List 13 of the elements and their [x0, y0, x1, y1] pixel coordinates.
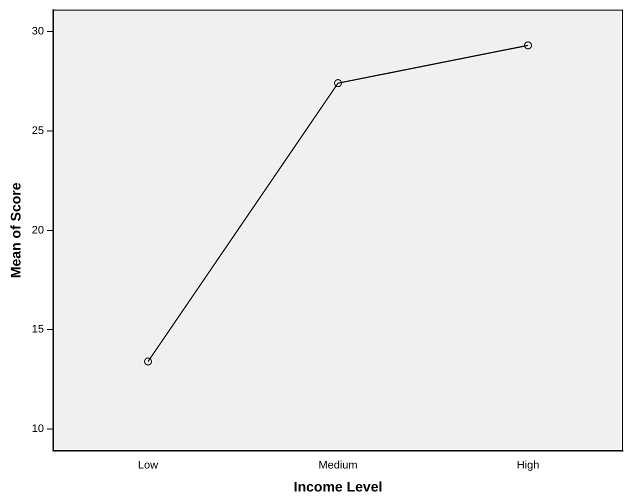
x-axis-title: Income Level — [294, 478, 382, 494]
point — [334, 79, 342, 88]
x-tick-label: Low — [138, 460, 158, 472]
y-tick-label: 15 — [32, 324, 44, 336]
point — [144, 358, 152, 366]
y-tick-label: 30 — [32, 26, 44, 38]
point — [524, 41, 532, 50]
y-tick-label: 20 — [32, 224, 44, 236]
x-tick-label: Medium — [318, 460, 358, 472]
x-tick-label: High — [516, 460, 540, 472]
y-axis-title: Mean of Score — [7, 182, 24, 278]
y-tick-label: 10 — [32, 423, 44, 436]
y-tick-label: 25 — [32, 124, 44, 137]
